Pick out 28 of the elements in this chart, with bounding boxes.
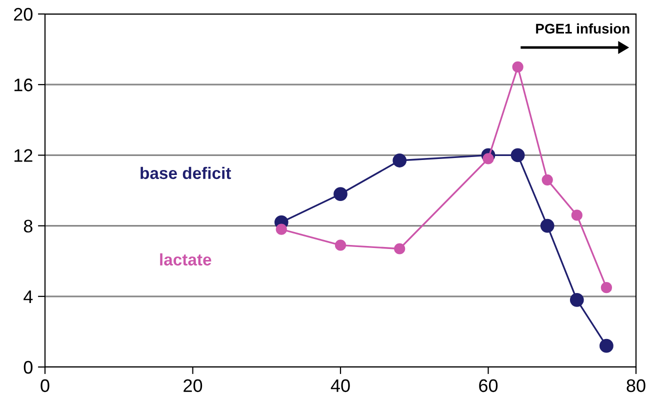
point	[600, 282, 612, 294]
y-tick-label: 20	[14, 8, 32, 21]
x-tick-label: 80	[626, 379, 646, 392]
x-tick-label: 40	[330, 379, 350, 392]
x-tick-label: 0	[40, 379, 50, 392]
point	[334, 240, 346, 251]
x-tick-label: 60	[479, 379, 498, 392]
text: base deficit	[140, 166, 232, 180]
point	[540, 218, 554, 233]
point	[571, 210, 582, 221]
point	[276, 224, 287, 235]
y-tick-label: 12	[14, 149, 32, 162]
y-tick-label: 16	[14, 78, 32, 92]
point	[482, 153, 494, 164]
point	[512, 61, 524, 73]
point	[600, 338, 614, 353]
point	[334, 187, 348, 201]
point	[394, 243, 406, 254]
point	[510, 148, 525, 162]
y-tick-label: 0	[24, 360, 32, 374]
annotation: PGE1 infusion	[536, 23, 630, 34]
point	[542, 174, 553, 186]
y-tick-label: 8	[24, 220, 32, 233]
x-tick-label: 20	[184, 379, 202, 392]
point	[570, 292, 584, 307]
y-tick-label: 4	[24, 290, 33, 303]
point	[392, 154, 407, 168]
text: lactate	[160, 253, 212, 266]
